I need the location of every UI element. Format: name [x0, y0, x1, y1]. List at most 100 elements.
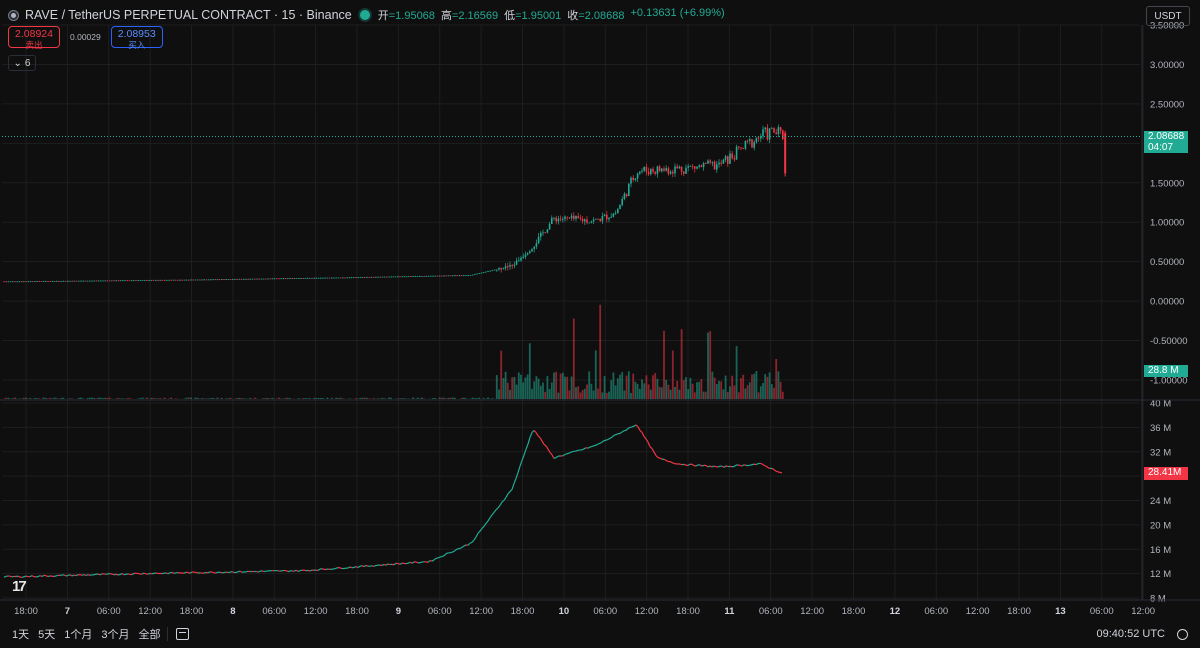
- volume-bar: [119, 398, 122, 399]
- candle-body: [502, 268, 505, 270]
- candle-body: [113, 280, 115, 282]
- candle-body: [469, 275, 472, 276]
- volume-bar: [434, 398, 437, 399]
- candle-body: [133, 280, 135, 282]
- symbol-title[interactable]: RAVE / TetherUS PERPETUAL CONTRACT · 15 …: [25, 8, 352, 22]
- price-axis-label: 1.00000: [1150, 218, 1184, 229]
- oi-line-segment: [629, 426, 633, 429]
- candle-body: [630, 177, 632, 184]
- utc-clock[interactable]: 09:40:52 UTC: [1096, 628, 1165, 640]
- volume-bar: [553, 372, 555, 399]
- candle-body: [658, 166, 661, 172]
- time-axis-label: 18:00: [14, 606, 38, 617]
- candle-body: [188, 279, 190, 281]
- candle-body: [60, 281, 62, 282]
- candle-body: [232, 279, 234, 280]
- candle-body: [210, 279, 212, 281]
- oi-line-segment: [365, 564, 369, 567]
- volume-bar: [335, 397, 338, 399]
- candle-body: [665, 168, 667, 171]
- candle-body: [722, 159, 725, 164]
- oi-line-segment: [83, 574, 87, 576]
- candle-body: [766, 127, 769, 140]
- range-1m-button[interactable]: 1个月: [64, 629, 93, 641]
- buy-button[interactable]: 2.08953 买入: [110, 26, 163, 50]
- oi-line-segment: [385, 563, 389, 566]
- candle-body: [115, 280, 117, 282]
- candle-body: [240, 278, 243, 280]
- candle-body: [20, 281, 23, 283]
- candle-body: [342, 277, 344, 279]
- volume-bar: [55, 398, 58, 399]
- candle-body: [265, 278, 267, 280]
- candle-body: [269, 278, 271, 280]
- sell-button[interactable]: 2.08924 卖出: [8, 26, 60, 50]
- calendar-icon[interactable]: [175, 628, 189, 640]
- volume-bar: [286, 397, 289, 399]
- currency-button[interactable]: USDT: [1146, 6, 1190, 26]
- oi-line-segment: [645, 438, 649, 443]
- oi-axis-label: 36 M: [1150, 423, 1171, 434]
- oi-line-segment: [609, 436, 613, 439]
- time-axis-label: 12:00: [966, 606, 990, 617]
- oi-line-segment: [631, 425, 635, 428]
- candle-body: [80, 280, 82, 282]
- candle-body: [595, 218, 597, 220]
- volume-bar: [236, 397, 239, 399]
- candle-body: [610, 216, 612, 218]
- candle-body: [645, 166, 648, 172]
- gear-icon[interactable]: [1177, 628, 1188, 640]
- oi-line-segment: [523, 449, 527, 456]
- volume-bar: [315, 398, 318, 399]
- candle-body: [782, 130, 784, 140]
- volume-bar: [355, 398, 357, 399]
- volume-bar: [742, 374, 745, 399]
- time-axis-label: 12:00: [469, 606, 493, 617]
- oi-line-segment: [189, 571, 193, 574]
- range-all-button[interactable]: 全部: [138, 629, 161, 641]
- candle-body: [663, 168, 665, 171]
- candle-body: [207, 279, 210, 281]
- volume-bar: [460, 398, 463, 399]
- indicators-toggle-button[interactable]: ⌄ 6: [8, 55, 36, 71]
- candle-body: [515, 260, 518, 265]
- range-3m-button[interactable]: 3个月: [101, 629, 130, 641]
- tradingview-logo-icon[interactable]: 17: [12, 578, 27, 595]
- volume-bar: [440, 397, 443, 399]
- candle-body: [685, 167, 687, 174]
- oi-line-segment: [687, 463, 691, 466]
- candle-body: [300, 278, 302, 279]
- open-interest-tag: 28.41M: [1144, 467, 1188, 480]
- volume-bar: [524, 377, 527, 399]
- range-selector: 1天 5天 1个月 3个月 全部: [12, 626, 161, 642]
- volume-bar: [154, 398, 157, 399]
- candle-body: [370, 276, 373, 278]
- volume-bar: [731, 375, 734, 399]
- candle-body: [34, 281, 36, 283]
- price-axis-label: -0.50000: [1150, 336, 1188, 347]
- volume-bar: [412, 397, 415, 399]
- volume-bar: [443, 397, 445, 399]
- oi-line-segment: [449, 551, 453, 554]
- volume-bar: [753, 373, 756, 399]
- volume-bar: [522, 382, 525, 399]
- price-axis-label: -1.00000: [1150, 376, 1188, 387]
- range-1d-button[interactable]: 1天: [12, 629, 30, 641]
- candle-body: [93, 280, 95, 282]
- volume-bar: [764, 374, 767, 399]
- oi-line-segment: [131, 572, 135, 576]
- time-axis-label: 06:00: [924, 606, 948, 617]
- volume-bar: [724, 375, 727, 399]
- volume-bar: [390, 397, 393, 399]
- oi-line-segment: [537, 435, 541, 439]
- candle-body: [533, 246, 535, 249]
- oi-line-segment: [605, 438, 609, 441]
- candle-body: [306, 277, 309, 279]
- volume-bar: [196, 397, 199, 399]
- candle-body: [298, 278, 300, 279]
- oi-line-segment: [711, 465, 715, 468]
- buy-price: 2.08953: [117, 28, 156, 40]
- range-5d-button[interactable]: 5天: [38, 629, 56, 641]
- volume-bar: [465, 398, 467, 399]
